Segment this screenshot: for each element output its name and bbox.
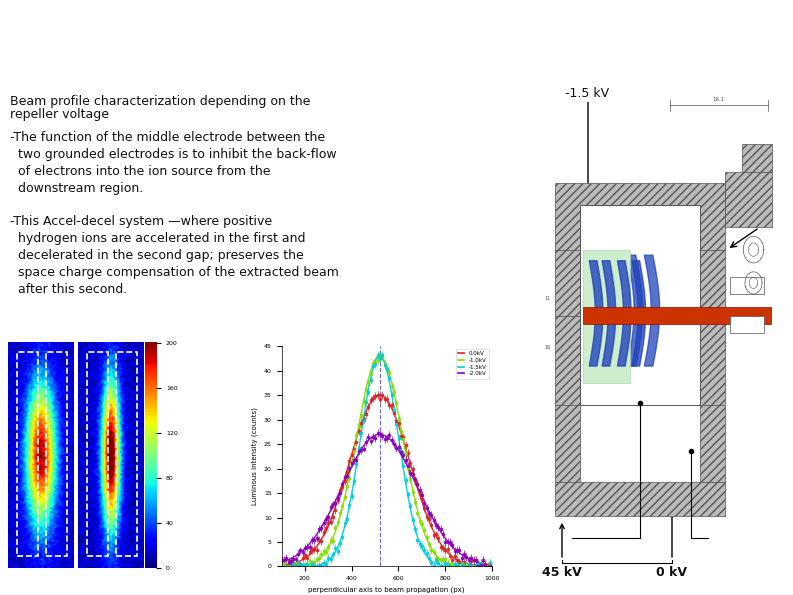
Bar [555, 250, 580, 316]
Bar [580, 205, 699, 405]
Bar [730, 316, 764, 333]
Polygon shape [602, 261, 615, 366]
Text: Beam profile characterization depending on the: Beam profile characterization depending … [10, 95, 310, 108]
Text: 0 kV: 0 kV [34, 343, 56, 353]
X-axis label: perpendicular axis to beam propagation (px): perpendicular axis to beam propagation (… [308, 587, 465, 593]
Bar [726, 172, 772, 227]
Bar [86, 352, 108, 556]
Polygon shape [606, 255, 621, 366]
Bar [742, 145, 772, 172]
Bar [730, 277, 764, 294]
Text: -1.5 kV: -1.5 kV [101, 343, 135, 353]
Text: repeller voltage: repeller voltage [10, 108, 109, 121]
Bar [46, 352, 67, 556]
Text: STAGE 0 V repeller effects: STAGE 0 V repeller effects [161, 22, 632, 57]
Text: 16.1: 16.1 [712, 97, 725, 102]
Bar [17, 352, 38, 556]
Text: -The function of the middle electrode between the
  two grounded electrodes is t: -The function of the middle electrode be… [10, 130, 336, 195]
Text: -This Accel-decel system —where positive
  hydrogen ions are accelerated in the : -This Accel-decel system —where positive… [10, 215, 339, 296]
Polygon shape [618, 261, 631, 366]
Polygon shape [589, 255, 604, 366]
Bar [555, 183, 726, 250]
Bar [583, 307, 771, 324]
Bar [116, 352, 136, 556]
Text: 45 kV: 45 kV [542, 566, 582, 580]
Legend: 0.0kV, -1.0kV, -1.5kV, -2.0kV: 0.0kV, -1.0kV, -1.5kV, -2.0kV [455, 349, 488, 378]
Text: 16: 16 [544, 346, 550, 350]
Bar [699, 405, 726, 483]
Polygon shape [627, 255, 642, 366]
Polygon shape [632, 261, 646, 366]
Bar [555, 405, 580, 483]
Text: -1.5 kV: -1.5 kV [565, 86, 609, 99]
Bar [699, 316, 726, 405]
Polygon shape [644, 255, 660, 366]
Polygon shape [589, 261, 603, 366]
Text: 11: 11 [544, 296, 550, 300]
Bar [555, 316, 580, 405]
Bar [555, 483, 726, 516]
Bar [699, 250, 726, 316]
Bar [583, 250, 630, 383]
Text: 0 kV: 0 kV [657, 566, 688, 580]
Y-axis label: Luminous intensity (counts): Luminous intensity (counts) [252, 408, 259, 505]
